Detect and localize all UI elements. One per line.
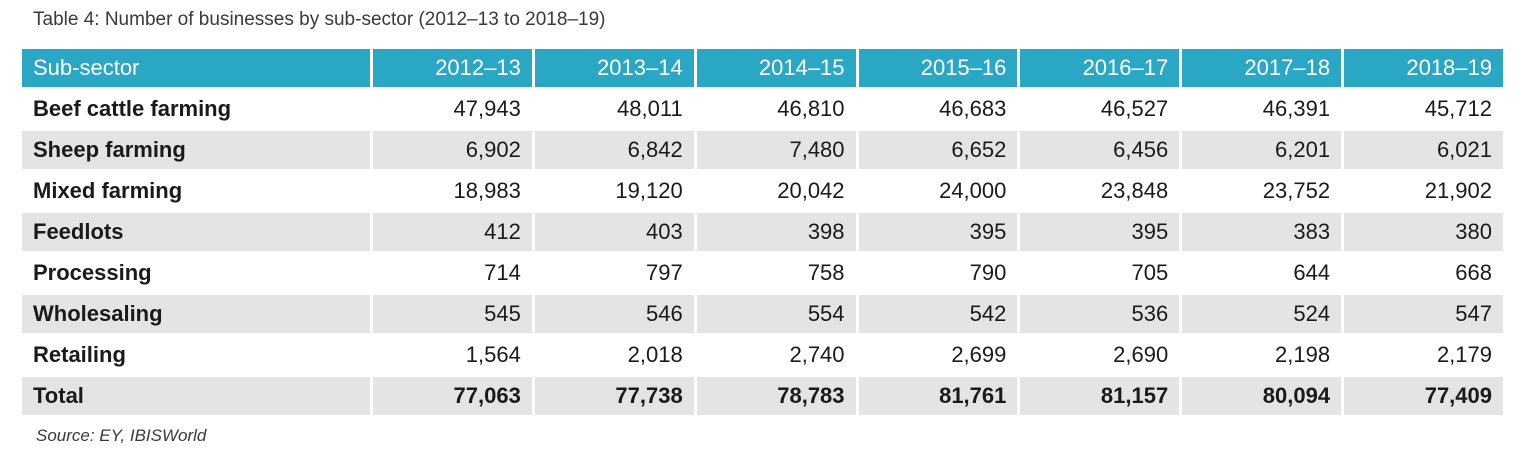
- table-cell: 383: [1182, 213, 1342, 251]
- column-header-2013-14: 2013–14: [534, 49, 694, 87]
- table-cell: 45,712: [1424, 96, 1492, 121]
- table-cell: 644: [1293, 260, 1331, 285]
- table-cell: 47,943: [453, 96, 521, 121]
- table-header-row: Sub-sector 2012–13 2013–14 2014–15 2015–…: [22, 49, 1503, 87]
- table-row: Sheep farming 6,902 6,842 7,480 6,652 6,…: [22, 131, 1503, 169]
- column-header-2015-16: 2015–16: [858, 49, 1018, 87]
- table-cell: 6,201: [1182, 131, 1342, 169]
- table-cell: 412: [373, 213, 532, 251]
- table-cell: 2,198: [1275, 342, 1331, 367]
- table-cell: 542: [858, 295, 1018, 333]
- table-cell: 395: [1020, 213, 1180, 251]
- table-cell: 7,480: [696, 131, 856, 169]
- table-cell: 23,752: [1262, 178, 1331, 203]
- total-row: Total 77,063 77,738 78,783 81,761 81,157…: [22, 377, 1503, 415]
- businesses-table: Sub-sector 2012–13 2013–14 2014–15 2015–…: [19, 46, 1506, 418]
- row-label: Feedlots: [22, 213, 370, 251]
- column-header-2018-19: 2018–19: [1344, 49, 1503, 87]
- table-row: Beef cattle farming 47,943 48,011 46,810…: [22, 90, 1503, 128]
- table-cell: 77,063: [373, 377, 532, 415]
- column-header-sub-sector: Sub-sector: [22, 49, 370, 87]
- table-cell: 2,179: [1436, 342, 1492, 367]
- row-label: Total: [22, 377, 370, 415]
- row-label: Mixed farming: [33, 178, 183, 203]
- row-label: Retailing: [33, 342, 126, 367]
- row-label: Processing: [33, 260, 152, 285]
- table-cell: 790: [969, 260, 1007, 285]
- row-label: Sheep farming: [22, 131, 370, 169]
- table-cell: 78,783: [696, 377, 856, 415]
- table-cell: 2,699: [951, 342, 1007, 367]
- table-cell: 395: [858, 213, 1018, 251]
- table-cell: 46,683: [939, 96, 1007, 121]
- table-cell: 21,902: [1424, 178, 1492, 203]
- column-header-2016-17: 2016–17: [1020, 49, 1180, 87]
- table-cell: 6,902: [373, 131, 532, 169]
- table-cell: 20,042: [777, 178, 845, 203]
- table-cell: 536: [1020, 295, 1180, 333]
- table-cell: 46,391: [1262, 96, 1331, 121]
- table-cell: 80,094: [1182, 377, 1342, 415]
- table-cell: 46,810: [777, 96, 845, 121]
- table-cell: 758: [807, 260, 845, 285]
- column-header-2014-15: 2014–15: [696, 49, 856, 87]
- table-cell: 6,456: [1020, 131, 1180, 169]
- table-cell: 403: [534, 213, 694, 251]
- table-cell: 524: [1182, 295, 1342, 333]
- column-header-2012-13: 2012–13: [373, 49, 532, 87]
- table-cell: 668: [1455, 260, 1492, 285]
- table-cell: 2,018: [627, 342, 683, 367]
- column-header-2017-18: 2017–18: [1182, 49, 1342, 87]
- table-cell: 545: [373, 295, 532, 333]
- table-cell: 2,690: [1113, 342, 1169, 367]
- table-cell: 23,848: [1100, 178, 1169, 203]
- table-row: Wholesaling 545 546 554 542 536 524 547: [22, 295, 1503, 333]
- row-label: Wholesaling: [22, 295, 370, 333]
- table-cell: 81,761: [858, 377, 1018, 415]
- table-cell: 18,983: [453, 178, 521, 203]
- table-cell: 546: [534, 295, 694, 333]
- table-row: Feedlots 412 403 398 395 395 383 380: [22, 213, 1503, 251]
- table-cell: 547: [1344, 295, 1503, 333]
- table-cell: 398: [696, 213, 856, 251]
- table-cell: 81,157: [1020, 377, 1180, 415]
- table-row: Processing 714 797 758 790 705 644 668: [22, 254, 1503, 292]
- table-cell: 19,120: [615, 178, 683, 203]
- table-cell: 2,740: [789, 342, 845, 367]
- table-cell: 6,842: [534, 131, 694, 169]
- table-cell: 380: [1344, 213, 1503, 251]
- table-cell: 77,409: [1344, 377, 1503, 415]
- row-label: Beef cattle farming: [33, 96, 232, 121]
- source-note: Source: EY, IBISWorld: [36, 426, 207, 445]
- table-row: Retailing 1,564 2,018 2,740 2,699 2,690 …: [22, 336, 1503, 374]
- table-cell: 797: [645, 260, 683, 285]
- table-cell: 48,011: [617, 96, 683, 121]
- table-caption: Table 4: Number of businesses by sub-sec…: [33, 9, 606, 30]
- table-row: Mixed farming 18,983 19,120 20,042 24,00…: [22, 172, 1503, 210]
- table-cell: 554: [696, 295, 856, 333]
- table-cell: 714: [484, 260, 521, 285]
- table-cell: 6,652: [858, 131, 1018, 169]
- table-cell: 46,527: [1100, 96, 1169, 121]
- table-cell: 6,021: [1344, 131, 1503, 169]
- table-cell: 1,564: [465, 342, 521, 367]
- table-cell: 77,738: [534, 377, 694, 415]
- table-cell: 24,000: [939, 178, 1007, 203]
- table-cell: 705: [1131, 260, 1169, 285]
